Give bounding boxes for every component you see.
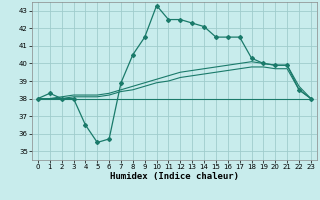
X-axis label: Humidex (Indice chaleur): Humidex (Indice chaleur): [110, 172, 239, 181]
